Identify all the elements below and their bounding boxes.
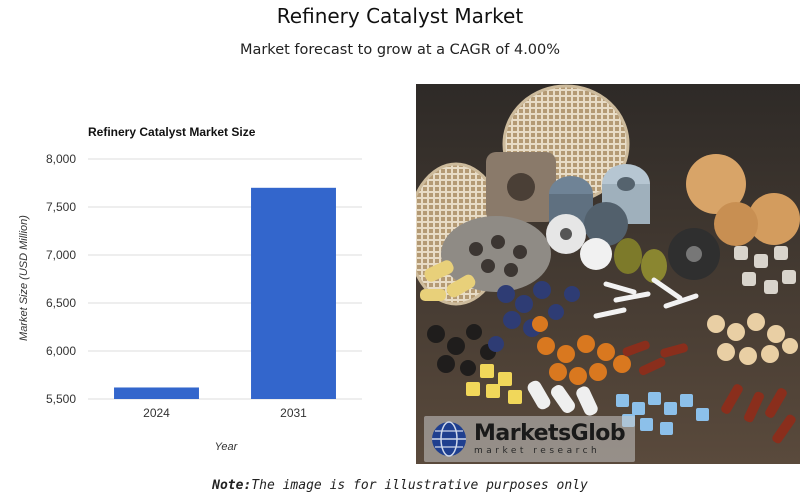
logo-tagline: market research: [474, 445, 601, 456]
globe-icon: [432, 421, 466, 457]
bar-2024: [114, 387, 199, 399]
y-axis-label: Market Size (USD Million): [18, 215, 30, 341]
note-prefix: Note:: [212, 478, 252, 493]
x-tick-label-2024: 2024: [143, 406, 170, 420]
catalyst-pellets-photo: MarketsGlob market research: [416, 84, 800, 464]
catalyst-illustration: [416, 84, 800, 464]
y-tick-label-5: 8,000: [46, 152, 76, 166]
y-tick-label-1: 6,000: [46, 344, 76, 358]
x-axis-label: Year: [215, 441, 239, 453]
page-subtitle: Market forecast to grow at a CAGR of 4.0…: [239, 42, 561, 58]
chart-bars: [114, 187, 336, 399]
bar-2031: [251, 187, 336, 399]
logo-name: MarketsGlob: [474, 420, 626, 446]
marketsglob-logo: MarketsGlob market research: [424, 416, 636, 462]
x-tick-label-2031: 2031: [280, 406, 307, 420]
note-text: The image is for illustrative purposes o…: [251, 478, 588, 493]
page-title: Refinery Catalyst Market: [276, 4, 524, 28]
y-tick-label-2: 6,500: [46, 296, 76, 310]
y-tick-label-3: 7,000: [46, 248, 76, 262]
chart-title: Refinery Catalyst Market Size: [88, 125, 256, 139]
market-size-bar-chart: Refinery Catalyst Market Size 5,500 6,000…: [18, 125, 362, 453]
y-tick-label-0: 5,500: [46, 392, 76, 406]
x-axis-ticks: 2024 2031: [143, 406, 307, 420]
illustrative-note: Note:The image is for illustrative purpo…: [0, 478, 800, 493]
y-axis-ticks: 5,500 6,000 6,500 7,000 7,500 8,000: [46, 152, 76, 406]
y-tick-label-4: 7,500: [46, 200, 76, 214]
